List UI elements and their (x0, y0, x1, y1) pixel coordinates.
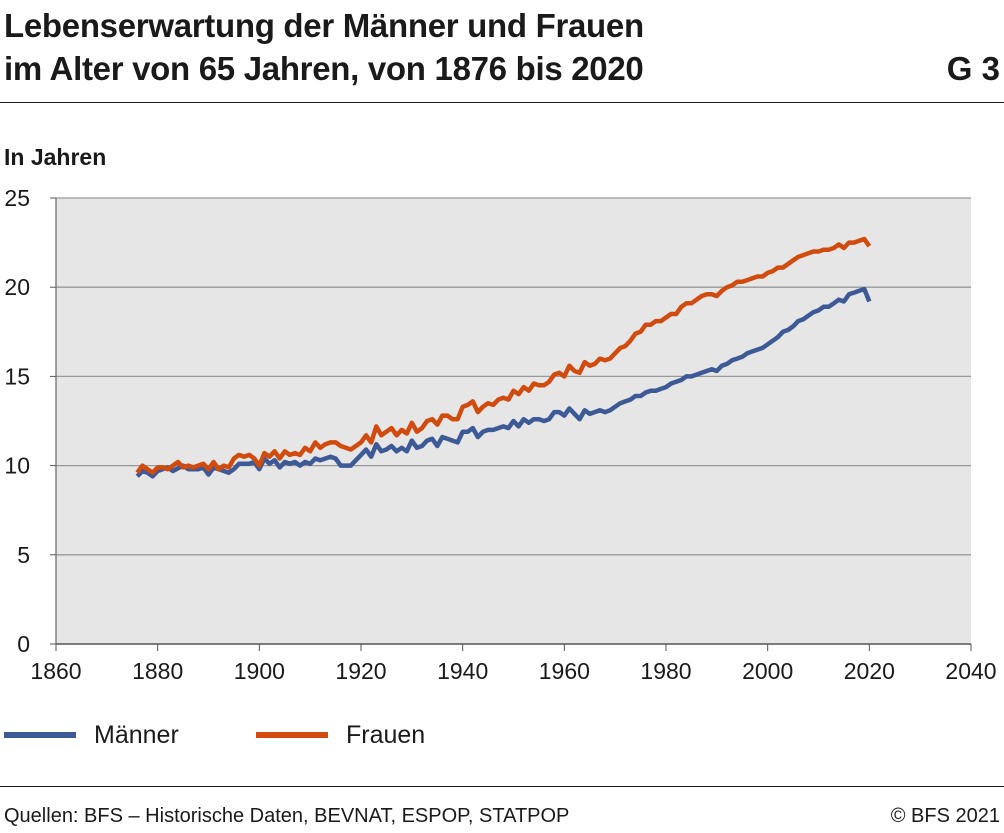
legend-label-frauen: Frauen (346, 720, 426, 749)
header-divider (0, 102, 1004, 103)
x-tick-label-1880: 1880 (132, 658, 183, 684)
y-tick-label-20: 20 (4, 274, 30, 300)
x-tick-label-1980: 1980 (640, 658, 691, 684)
chart-title-line-1: Lebenserwartung der Männer und Frauen (4, 7, 644, 44)
x-tick-label-1960: 1960 (539, 658, 590, 684)
x-tick-label-1920: 1920 (335, 658, 386, 684)
x-tick-label-1860: 1860 (30, 658, 81, 684)
footer-divider (0, 786, 1004, 787)
chart-title: Lebenserwartung der Männer und Frauen im… (4, 4, 824, 90)
y-axis-unit-label: In Jahren (4, 144, 107, 170)
source-note: Quellen: BFS – Historische Daten, BEVNAT… (4, 805, 570, 827)
legend-swatch-frauen (256, 732, 328, 738)
x-tick-label-2020: 2020 (844, 658, 895, 684)
x-tick-label-2040: 2040 (945, 658, 996, 684)
series-line-maenner (135, 286, 872, 479)
x-tick-label-1900: 1900 (234, 658, 285, 684)
legend-swatch-maenner (4, 732, 76, 738)
legend-label-maenner: Männer (94, 720, 179, 749)
y-tick-label-5: 5 (17, 542, 30, 568)
legend-item-frauen: Frauen (256, 718, 425, 752)
y-tick-label-0: 0 (17, 631, 30, 657)
y-tick-label-25: 25 (4, 185, 30, 211)
line-chart: 0 5 10 15 20 25 1860 1880 1900 1920 1940 1960 1980 20… (4, 185, 996, 684)
chart-title-line-2: im Alter von 65 Jahren, von 1876 bis 202… (4, 50, 644, 87)
x-tick-label-2000: 2000 (742, 658, 793, 684)
copyright-note: © BFS 2021 (890, 805, 1000, 827)
x-tick-label-1940: 1940 (437, 658, 488, 684)
graphic-number: G 3 (946, 50, 1000, 87)
legend-item-maenner: Männer (4, 718, 179, 752)
y-tick-label-15: 15 (4, 363, 30, 389)
y-tick-label-10: 10 (4, 453, 30, 479)
series-line-frauen (135, 236, 872, 475)
